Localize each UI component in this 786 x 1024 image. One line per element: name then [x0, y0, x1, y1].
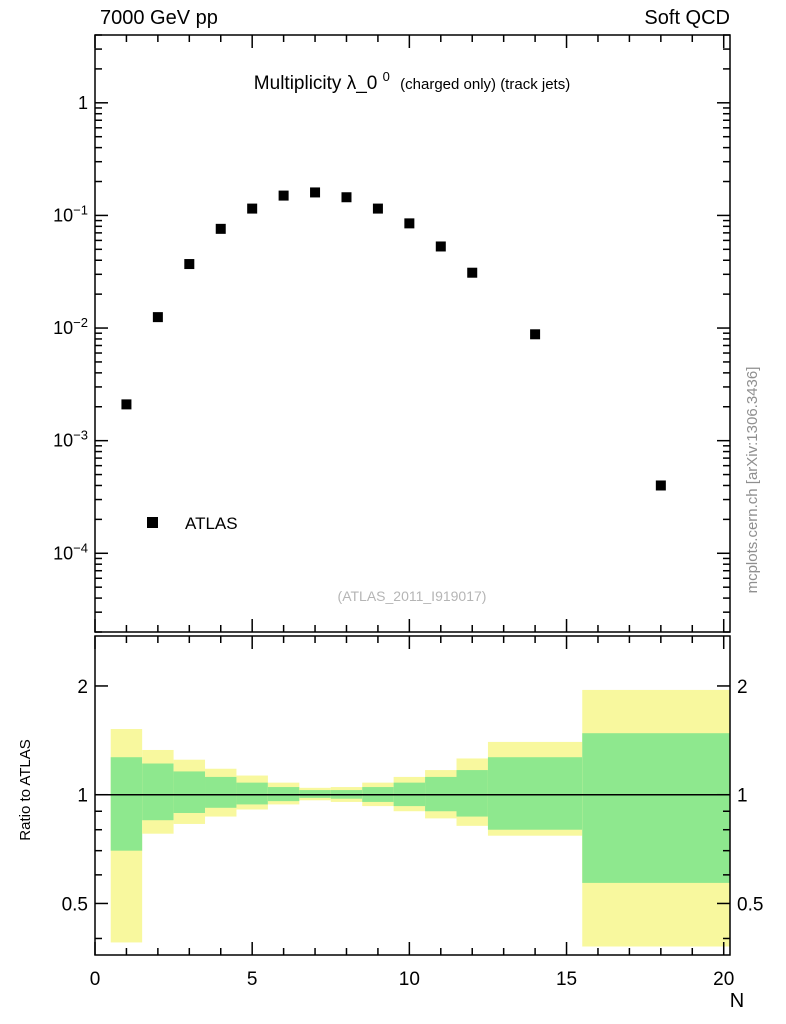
data-point	[530, 329, 541, 340]
plot-title-suffix: (charged only) (track jets)	[400, 76, 570, 93]
x-tick-label: 0	[90, 969, 101, 990]
plot-title-main: Multiplicity λ_0	[254, 73, 378, 94]
x-tick-label: 15	[556, 969, 577, 990]
uncertainty-band-inner	[236, 782, 268, 805]
ratio-y-tick-label: 0.5	[737, 894, 763, 915]
axes-layer: 0 5 10 15 20 10−4 10−3 10−2 10−1 1 0.5 0.5 1 1 2 2	[53, 34, 763, 990]
data-point	[152, 312, 163, 323]
legend-label: ATLAS	[185, 514, 238, 533]
ratio-y-tick-label: 1	[737, 786, 748, 807]
x-tick-label: 20	[713, 969, 734, 990]
ratio-y-axis-label: Ratio to ATLAS	[17, 739, 34, 840]
uncertainty-band-inner	[142, 763, 174, 821]
data-point	[404, 218, 415, 229]
data-point	[372, 203, 383, 214]
uncertainty-band-inner	[110, 757, 143, 851]
data-point	[655, 480, 666, 491]
y-tick-label: 10−2	[53, 315, 88, 338]
y-tick-label: 10−4	[53, 540, 88, 563]
ratio-bands-layer	[95, 689, 730, 947]
data-point	[435, 241, 446, 252]
uncertainty-band-inner	[582, 733, 730, 883]
x-tick-label: 5	[247, 969, 258, 990]
y-tick-label: 10−3	[53, 428, 88, 451]
ratio-y-tick-label: 2	[737, 677, 748, 698]
data-point	[247, 203, 258, 214]
x-axis-label: N	[730, 990, 744, 1012]
uncertainty-band-inner	[487, 757, 583, 830]
y-tick-label: 10−1	[53, 202, 88, 225]
data-point	[467, 267, 478, 278]
data-point	[310, 187, 321, 198]
y-tick-label: 1	[78, 93, 88, 113]
data-point	[341, 192, 352, 203]
uncertainty-band-inner	[205, 776, 237, 808]
header-beam-energy: 7000 GeV pp	[100, 7, 218, 29]
data-point	[278, 190, 289, 201]
analysis-watermark: (ATLAS_2011_I919017)	[338, 588, 487, 604]
uncertainty-band-inner	[456, 770, 488, 817]
data-point	[184, 259, 195, 270]
uncertainty-band-inner	[173, 771, 206, 813]
data-points-layer	[121, 187, 666, 491]
ratio-y-tick-label: 0.5	[62, 894, 88, 915]
x-tick-label: 10	[399, 969, 420, 990]
header-process-group: Soft QCD	[644, 7, 730, 29]
plot-title-superscript: 0	[383, 69, 390, 84]
plot-title: Multiplicity λ_0 0 (charged only) (track…	[254, 65, 570, 94]
panel-frame	[94, 635, 731, 956]
data-point	[121, 399, 132, 410]
ratio-y-tick-label: 2	[77, 677, 88, 698]
legend-marker-icon	[147, 517, 158, 528]
mcplots-side-label: mcplots.cern.ch [arXiv:1306.3436]	[744, 367, 761, 594]
ratio-y-tick-label: 1	[77, 786, 88, 807]
panel-frame	[94, 34, 731, 633]
data-point	[215, 223, 226, 234]
